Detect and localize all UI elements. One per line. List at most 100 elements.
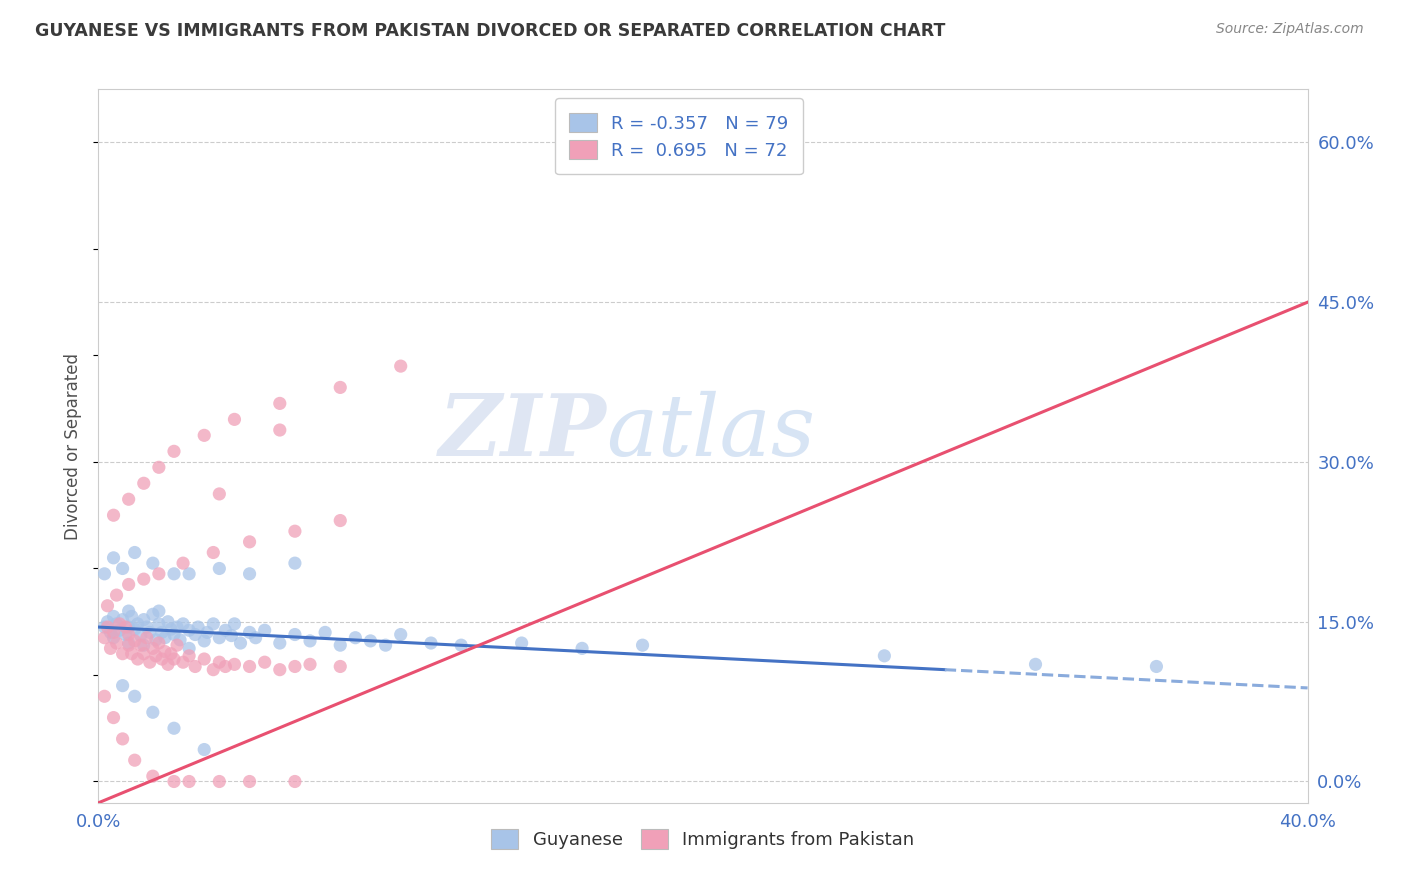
Point	[450, 638, 472, 652]
Point	[156, 615, 179, 629]
Point	[118, 577, 141, 591]
Point	[124, 634, 146, 648]
Point	[389, 359, 412, 373]
Point	[163, 774, 186, 789]
Point	[118, 620, 141, 634]
Point	[284, 556, 307, 570]
Point	[103, 625, 125, 640]
Y-axis label: Divorced or Separated: Divorced or Separated	[65, 352, 83, 540]
Point	[253, 624, 276, 638]
Point	[103, 710, 125, 724]
Point	[118, 492, 141, 507]
Point	[208, 774, 231, 789]
Point	[179, 641, 201, 656]
Point	[329, 380, 352, 394]
Point	[150, 625, 173, 640]
Point	[208, 487, 231, 501]
Point	[374, 638, 396, 652]
Point	[153, 631, 176, 645]
Point	[163, 652, 186, 666]
Point	[132, 647, 155, 661]
Point	[121, 609, 143, 624]
Point	[100, 641, 122, 656]
Point	[284, 659, 307, 673]
Point	[269, 396, 291, 410]
Point	[129, 638, 152, 652]
Point	[214, 659, 236, 673]
Point	[148, 616, 170, 631]
Point	[111, 679, 134, 693]
Point	[111, 613, 134, 627]
Point	[105, 636, 128, 650]
Point	[214, 624, 236, 638]
Point	[121, 647, 143, 661]
Point	[245, 631, 267, 645]
Point	[93, 620, 115, 634]
Point	[93, 631, 115, 645]
Point	[172, 556, 194, 570]
Point	[389, 627, 412, 641]
Point	[103, 508, 125, 523]
Point	[148, 604, 170, 618]
Point	[184, 659, 207, 673]
Point	[160, 647, 183, 661]
Point	[148, 460, 170, 475]
Point	[111, 561, 134, 575]
Point	[153, 644, 176, 658]
Point	[329, 514, 352, 528]
Point	[96, 620, 118, 634]
Point	[142, 641, 165, 656]
Point	[139, 655, 162, 669]
Point	[1024, 657, 1046, 672]
Point	[142, 706, 165, 720]
Point	[179, 624, 201, 638]
Point	[239, 566, 262, 581]
Point	[314, 625, 336, 640]
Point	[163, 627, 186, 641]
Point	[96, 615, 118, 629]
Point	[253, 655, 276, 669]
Point	[114, 627, 136, 641]
Point	[329, 638, 352, 652]
Point	[124, 545, 146, 559]
Point	[118, 604, 141, 618]
Point	[184, 627, 207, 641]
Point	[329, 659, 352, 673]
Point	[127, 652, 149, 666]
Point	[344, 631, 367, 645]
Point	[179, 566, 201, 581]
Point	[193, 652, 215, 666]
Text: atlas: atlas	[606, 391, 815, 473]
Point	[124, 622, 146, 636]
Point	[103, 609, 125, 624]
Point	[163, 721, 186, 735]
Point	[269, 636, 291, 650]
Point	[269, 663, 291, 677]
Point	[229, 636, 252, 650]
Text: GUYANESE VS IMMIGRANTS FROM PAKISTAN DIVORCED OR SEPARATED CORRELATION CHART: GUYANESE VS IMMIGRANTS FROM PAKISTAN DIV…	[35, 22, 945, 40]
Point	[132, 572, 155, 586]
Point	[142, 769, 165, 783]
Point	[208, 631, 231, 645]
Point	[160, 622, 183, 636]
Point	[187, 620, 209, 634]
Legend: Guyanese, Immigrants from Pakistan: Guyanese, Immigrants from Pakistan	[482, 820, 924, 858]
Point	[118, 638, 141, 652]
Point	[145, 632, 167, 647]
Point	[169, 632, 191, 647]
Point	[135, 620, 157, 634]
Point	[163, 444, 186, 458]
Point	[299, 634, 322, 648]
Point	[124, 753, 146, 767]
Text: Source: ZipAtlas.com: Source: ZipAtlas.com	[1216, 22, 1364, 37]
Point	[202, 663, 225, 677]
Point	[127, 616, 149, 631]
Point	[132, 476, 155, 491]
Point	[132, 638, 155, 652]
Point	[193, 634, 215, 648]
Point	[179, 648, 201, 663]
Point	[179, 774, 201, 789]
Point	[129, 629, 152, 643]
Point	[150, 652, 173, 666]
Point	[360, 634, 382, 648]
